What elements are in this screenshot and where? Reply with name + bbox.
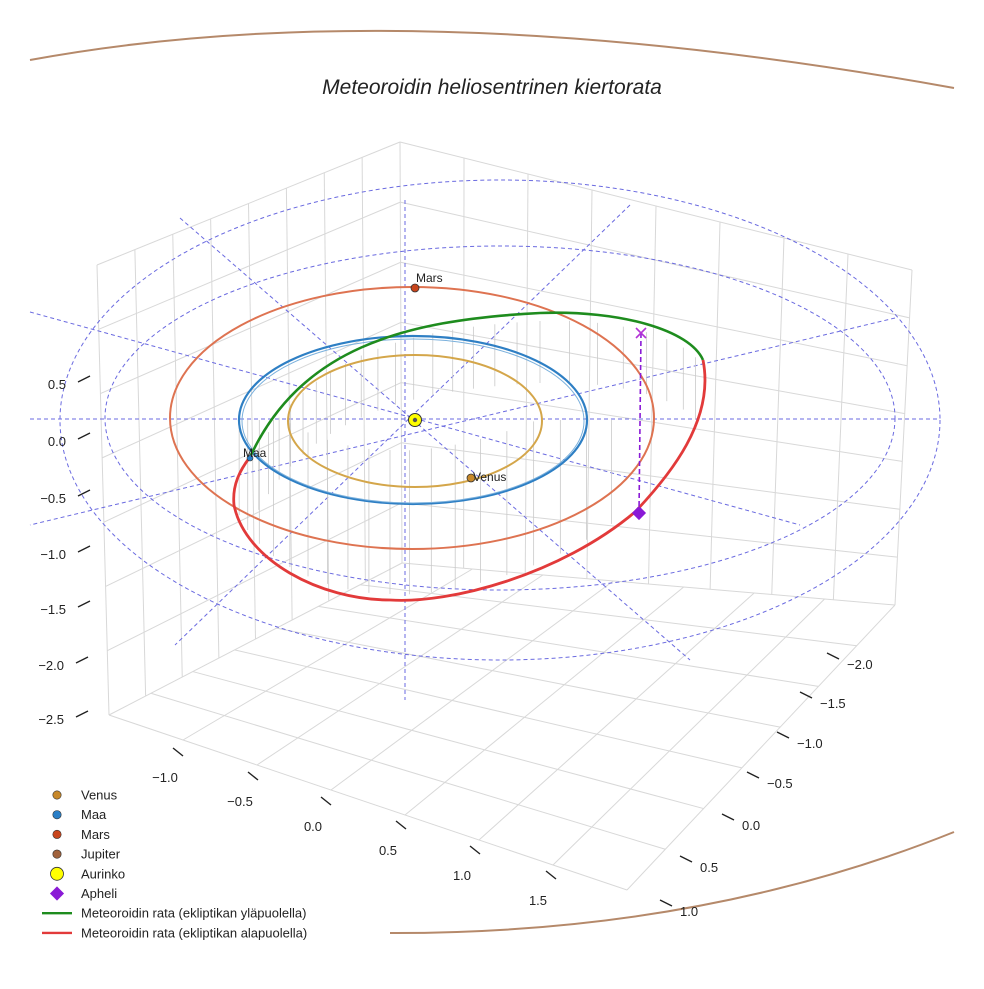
y-tick-label-4: 0.0 [742,818,760,833]
legend-label-7: Meteoroidin rata (ekliptikan alapuolella… [81,925,307,940]
y-tick-label-1: −1.5 [820,696,846,711]
x-tick-label-5: 1.5 [529,893,547,908]
y-tick-label-2: −1.0 [797,736,823,751]
legend-marker-4 [51,867,64,880]
legend-label-2: Mars [81,827,110,842]
legend-label-0: Venus [81,788,118,803]
z-tick-label-0: 0.5 [48,377,66,392]
y-tick-label-6: 1.0 [680,904,698,919]
z-tick-label-1: 0.0 [48,434,66,449]
z-tick-label-2: −0.5 [40,491,66,506]
legend-marker-1 [53,811,61,819]
mars-label: Mars [416,271,443,285]
x-tick-label-3: 0.5 [379,843,397,858]
z-tick-label-3: −1.0 [40,547,66,562]
sun-marker-core [413,418,417,422]
z-tick-label-4: −1.5 [40,602,66,617]
legend-label-4: Aurinko [81,866,125,881]
legend-label-1: Maa [81,807,107,822]
legend-item-6: Meteoroidin rata (ekliptikan yläpuolella… [42,906,306,921]
x-tick-label-1: −0.5 [227,794,253,809]
x-tick-label-0: −1.0 [152,770,178,785]
x-tick-label-4: 1.0 [453,868,471,883]
mars-marker [411,284,419,292]
legend-marker-0 [53,791,61,799]
legend-label-6: Meteoroidin rata (ekliptikan yläpuolella… [81,906,306,921]
earth-label: Maa [243,446,267,460]
z-tick-label-6: −2.5 [38,712,64,727]
legend-label-3: Jupiter [81,847,121,862]
x-tick-label-2: 0.0 [304,819,322,834]
legend-marker-3 [53,850,61,858]
y-tick-label-0: −2.0 [847,657,873,672]
legend-item-7: Meteoroidin rata (ekliptikan alapuolella… [42,925,307,940]
z-tick-label-5: −2.0 [38,658,64,673]
legend-label-5: Apheli [81,886,117,901]
venus-label: Venus [473,470,506,484]
y-tick-label-3: −0.5 [767,776,793,791]
chart-title: Meteoroidin heliosentrinen kiertorata [322,76,662,99]
y-tick-label-5: 0.5 [700,860,718,875]
legend-marker-2 [53,830,61,838]
